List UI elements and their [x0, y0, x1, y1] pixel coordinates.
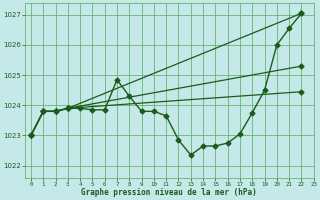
X-axis label: Graphe pression niveau de la mer (hPa): Graphe pression niveau de la mer (hPa): [81, 188, 257, 197]
